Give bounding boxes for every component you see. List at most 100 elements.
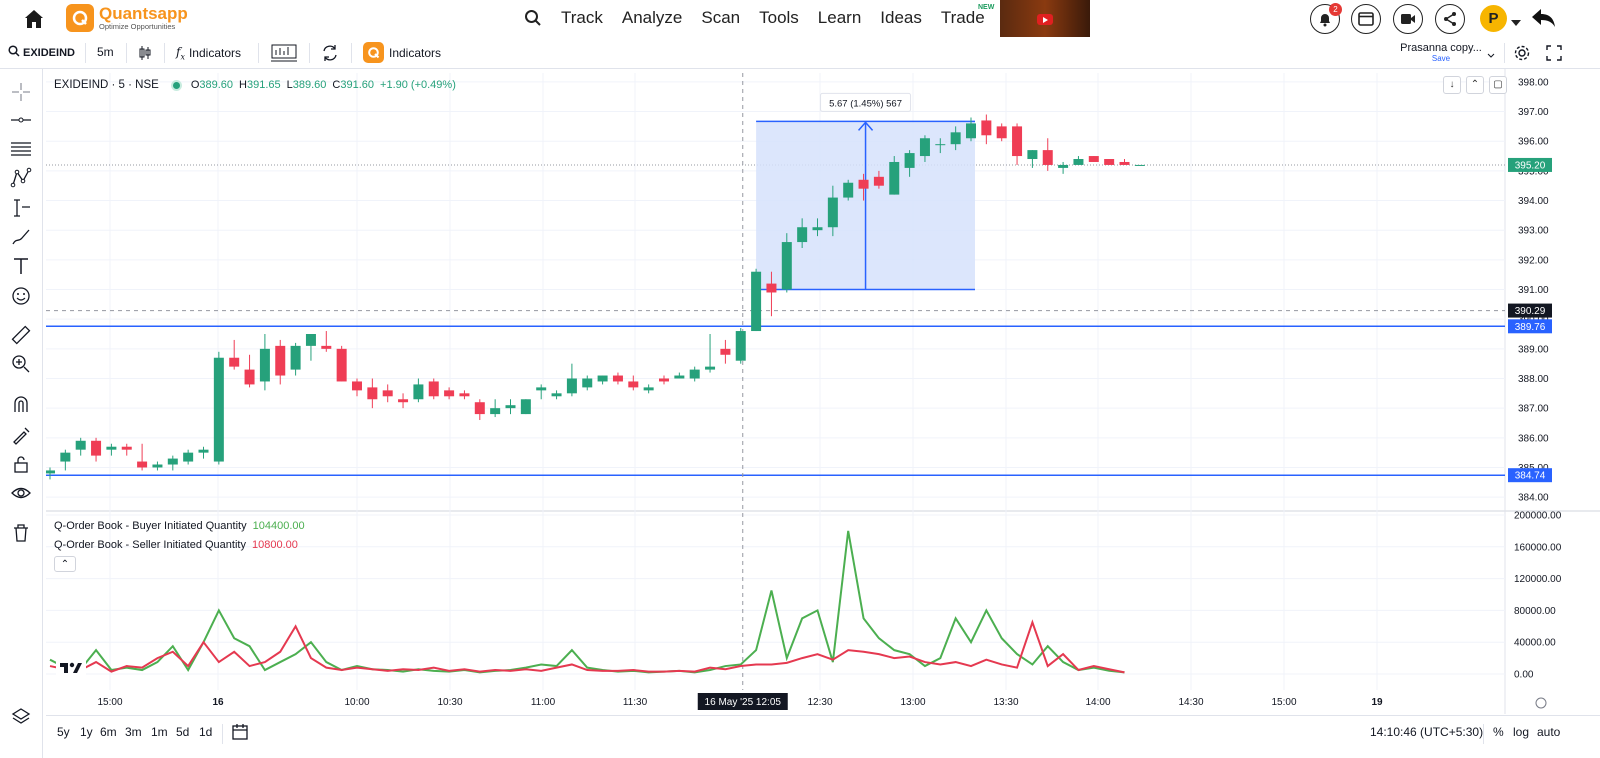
q-indicators-button[interactable]: Indicators <box>363 42 441 63</box>
price-tick-label: 394.00 <box>1518 196 1549 207</box>
chart-grid <box>46 69 1600 714</box>
templates-icon[interactable] <box>270 43 298 63</box>
price-chart[interactable]: 5.67 (1.45%) 567 384.00385.00386.00387.0… <box>46 69 1600 758</box>
indicators-button[interactable]: fx Indicators <box>176 45 241 61</box>
lock-icon[interactable] <box>10 453 32 475</box>
pattern-icon[interactable] <box>10 167 32 189</box>
bottom-bar: 5y 1y 6m 3m 1m 5d 1d 14:10:46 (UTC+5:30)… <box>46 715 1600 758</box>
nav-scan[interactable]: Scan <box>701 8 741 27</box>
time-tick-label: 10:30 <box>437 697 462 708</box>
scroll-down-arrow-icon[interactable]: ↓ <box>1443 76 1461 94</box>
tradingview-logo-icon[interactable] <box>56 655 86 681</box>
clock[interactable]: 14:10:46 (UTC+5:30) <box>1370 725 1484 739</box>
back-arrow-icon[interactable] <box>1531 7 1557 34</box>
range-5y[interactable]: 5y <box>57 725 70 739</box>
fullscreen-icon[interactable] <box>1546 45 1562 64</box>
collapse-pane-icon[interactable]: ⌃ <box>1466 76 1484 94</box>
calendar-icon[interactable] <box>231 723 249 744</box>
new-badge: NEW <box>978 4 995 11</box>
seller-series-label[interactable]: Q-Order Book - Seller Initiated Quantity <box>54 539 246 551</box>
range-1d[interactable]: 1d <box>199 725 213 739</box>
lock-drawing-icon[interactable] <box>10 424 32 446</box>
candle-body <box>275 345 286 376</box>
range-3m[interactable]: 3m <box>125 725 142 739</box>
interval-button[interactable]: 5m <box>97 45 114 59</box>
chevron-down-icon[interactable] <box>1511 14 1521 32</box>
emoji-icon[interactable] <box>10 285 32 307</box>
candle-style-icon[interactable] <box>138 45 152 61</box>
measure-arrow-head <box>857 121 874 131</box>
text-icon[interactable] <box>10 255 32 277</box>
refresh-icon[interactable] <box>320 44 340 62</box>
avatar[interactable]: P <box>1480 5 1507 32</box>
candle-body <box>505 405 516 409</box>
symbol-search[interactable]: EXIDEIND <box>8 45 75 60</box>
ruler-icon[interactable] <box>10 324 32 346</box>
candle-body <box>766 283 777 293</box>
candle-body <box>106 446 117 450</box>
nav-learn[interactable]: Learn <box>817 8 862 27</box>
collapse-legend-button[interactable]: ⌃ <box>54 556 76 572</box>
brush-icon[interactable] <box>10 226 32 248</box>
hline-upper-tag-bg <box>1508 319 1552 334</box>
range-6m[interactable]: 6m <box>100 725 117 739</box>
promo-video-thumbnail[interactable] <box>1000 0 1090 37</box>
trash-icon[interactable] <box>10 522 32 544</box>
nav-tools[interactable]: Tools <box>759 8 799 27</box>
eye-icon[interactable] <box>10 482 32 504</box>
settings-gear-icon[interactable] <box>1513 44 1531 65</box>
range-5d[interactable]: 5d <box>176 725 190 739</box>
nav-analyze[interactable]: Analyze <box>621 8 683 27</box>
hline-lower-tag-bg <box>1508 468 1552 483</box>
candle-body <box>1027 150 1038 160</box>
quantsapp-logo[interactable]: Quantsapp Optimize Opportunities <box>66 3 188 33</box>
nav-ideas[interactable]: Ideas <box>880 8 922 27</box>
crosshair-time-tag: 16 May '25 12:05 <box>705 697 782 708</box>
auto-scale-toggle[interactable]: auto <box>1537 725 1561 739</box>
candle-body <box>382 390 393 397</box>
candle-body <box>612 375 623 382</box>
candle-body <box>167 458 178 465</box>
layout-name-button[interactable]: Prasanna copy... Save <box>1396 42 1486 63</box>
price-tick-label: 393.00 <box>1518 226 1549 237</box>
candle-body <box>305 334 316 346</box>
legend-symbol[interactable]: EXIDEIND · 5 · NSE <box>54 79 159 91</box>
crosshair-icon[interactable] <box>10 81 32 103</box>
candle-body <box>1012 126 1023 157</box>
save-label[interactable]: Save <box>1431 54 1451 63</box>
time-tick-label: 12:30 <box>807 697 832 708</box>
search-icon[interactable] <box>524 9 542 32</box>
prediction-icon[interactable] <box>10 197 32 219</box>
chevron-down-icon[interactable] <box>1487 48 1495 62</box>
percent-scale-toggle[interactable]: % <box>1493 725 1504 739</box>
horizontal-ray-icon[interactable] <box>10 109 32 131</box>
candle-body <box>121 446 132 450</box>
log-scale-toggle[interactable]: log <box>1513 725 1530 739</box>
nav-track[interactable]: Track <box>561 8 603 27</box>
video-button[interactable] <box>1393 4 1423 34</box>
candle-body <box>935 144 946 146</box>
maximize-pane-icon[interactable]: ▢ <box>1489 76 1507 94</box>
candle-body <box>1134 164 1145 166</box>
window-button[interactable] <box>1351 4 1381 34</box>
candle-body <box>889 161 900 195</box>
hline-upper-tag: 389.76 <box>1515 322 1546 333</box>
share-button[interactable] <box>1435 4 1465 34</box>
candle-body <box>827 197 838 228</box>
candle-body <box>981 120 992 136</box>
home-icon[interactable] <box>22 7 46 31</box>
zoom-in-icon[interactable] <box>10 353 32 375</box>
magnet-icon[interactable] <box>10 394 32 416</box>
nav-trade[interactable]: Trade <box>940 8 985 27</box>
candle-body <box>60 452 71 462</box>
buyer-series-label[interactable]: Q-Order Book - Buyer Initiated Quantity <box>54 520 247 532</box>
object-tree-icon[interactable] <box>10 706 32 728</box>
notifications-button[interactable]: 2 <box>1310 3 1342 34</box>
open-value: 389.60 <box>199 79 234 91</box>
range-1y[interactable]: 1y <box>80 725 93 739</box>
candle-body <box>689 369 700 379</box>
range-1m[interactable]: 1m <box>151 725 168 739</box>
fib-lines-icon[interactable] <box>10 138 32 160</box>
layout-name: Prasanna copy... <box>1400 42 1482 54</box>
candle-body <box>1104 159 1115 165</box>
